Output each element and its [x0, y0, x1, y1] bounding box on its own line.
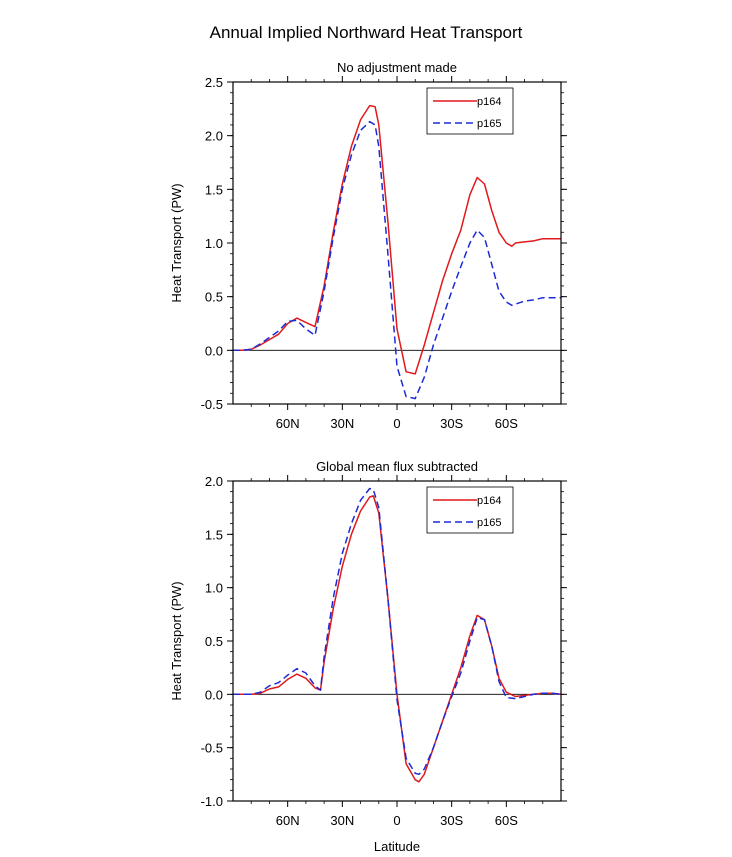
legend-label-p165: p165: [477, 517, 501, 529]
x-tick-label: 30N: [330, 813, 354, 828]
series-line-p164: [233, 104, 561, 375]
x-tick-label: 30N: [330, 416, 354, 431]
series-line-p165: [233, 487, 562, 776]
legend-label-p164: p164: [477, 96, 501, 108]
x-axis-label: Latitude: [374, 839, 420, 854]
y-tick-label: 0.5: [205, 634, 223, 649]
y-tick-label: 1.5: [205, 182, 223, 197]
y-tick-label: -0.5: [201, 741, 223, 756]
y-tick-label: 2.0: [205, 474, 223, 489]
panel-top: No adjustment made -0.5 0.0 0.5 1.0 1.5 2.0 2.5…: [169, 60, 567, 431]
legend-label-p165: p165: [477, 118, 501, 130]
y-tick-label: 0.0: [205, 687, 223, 702]
y-axis-label: Heat Transport (PW): [169, 581, 184, 700]
series-line-p164: [233, 495, 562, 783]
y-axis-label: Heat Transport (PW): [169, 183, 184, 302]
y-tick-label: 1.5: [205, 527, 223, 542]
panel-bottom: Global mean flux subtracted -1.0 -0.5 0.0 0.…: [169, 459, 567, 854]
series-line-p165: [233, 120, 561, 400]
y-tick-label: 2.5: [205, 75, 223, 90]
legend-box: [426, 87, 514, 135]
x-tick-label: 60S: [495, 813, 518, 828]
y-tick-label: 1.0: [205, 581, 223, 596]
x-tick-label: 60N: [276, 813, 300, 828]
y-tick-label: 0.0: [205, 343, 223, 358]
y-tick-label: -0.5: [201, 397, 223, 412]
chart-title: No adjustment made: [337, 60, 457, 75]
x-tick-label: 0: [393, 416, 400, 431]
y-tick-label: 0.5: [205, 290, 223, 305]
x-tick-label: 30S: [440, 813, 463, 828]
y-tick-label: 2.0: [205, 129, 223, 144]
y-tick-label: -1.0: [201, 794, 223, 809]
chart-title: Global mean flux subtracted: [316, 459, 478, 474]
legend-box: [426, 486, 514, 534]
figure-title: Annual Implied Northward Heat Transport: [210, 23, 523, 42]
x-tick-label: 30S: [440, 416, 463, 431]
x-tick-label: 60N: [276, 416, 300, 431]
x-tick-label: 60S: [495, 416, 518, 431]
legend-label-p164: p164: [477, 495, 501, 507]
x-tick-label: 0: [393, 813, 400, 828]
y-tick-label: 1.0: [205, 236, 223, 251]
